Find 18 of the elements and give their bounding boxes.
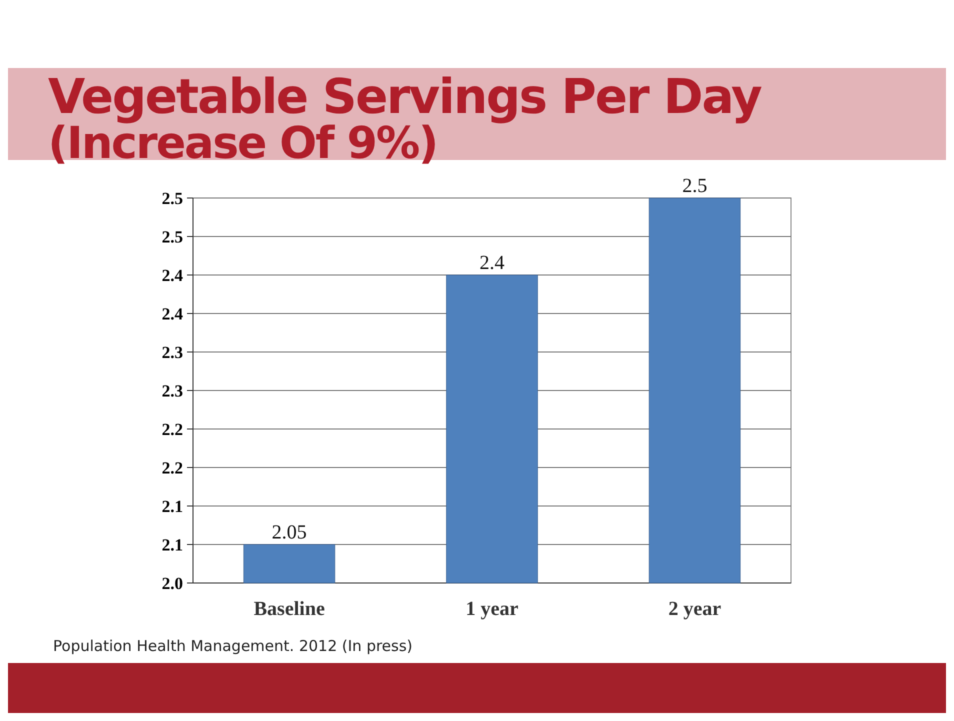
y-tick-label: 2.1 [162,496,183,516]
y-tick-label: 2.1 [162,535,183,554]
y-tick-label: 2.4 [162,304,184,324]
data-label: 2.4 [480,252,504,274]
text: Population Health Management. 2012 (In press) [53,637,413,655]
y-tick-label: 2.0 [162,574,183,593]
y-tick-label: 2.5 [162,227,183,246]
x-tick-label: 2 year [668,598,722,620]
y-tick-label: 2.5 [162,188,183,208]
y-tick-label: 2.3 [162,381,183,400]
y-tick-label: 2.2 [162,420,183,439]
y-tick-label: 2.4 [162,266,184,285]
data-label: 2.05 [272,522,307,544]
data-label: 2.5 [682,175,708,197]
x-tick-label: 1 year [466,598,518,620]
x-tick-label: Baseline [254,598,325,620]
y-tick-label: 2.3 [162,342,183,362]
y-tick-label: 2.2 [162,458,183,478]
